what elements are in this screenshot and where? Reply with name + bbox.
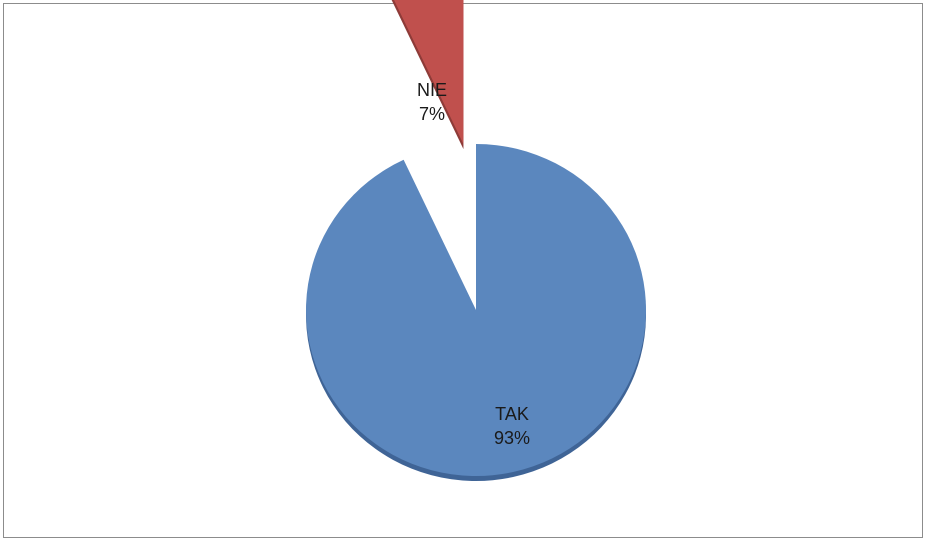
- slice-label-tak: TAK: [495, 404, 529, 424]
- pie-slice-nie: [394, 0, 464, 145]
- slice-value-tak: 93%: [494, 428, 530, 448]
- pie-slices: [306, 0, 647, 481]
- slice-label-nie: NIE: [417, 80, 447, 100]
- pie-slice-tak: [306, 144, 647, 476]
- slice-value-nie: 7%: [419, 104, 445, 124]
- pie-labels: TAK 93% NIE 7%: [417, 80, 530, 448]
